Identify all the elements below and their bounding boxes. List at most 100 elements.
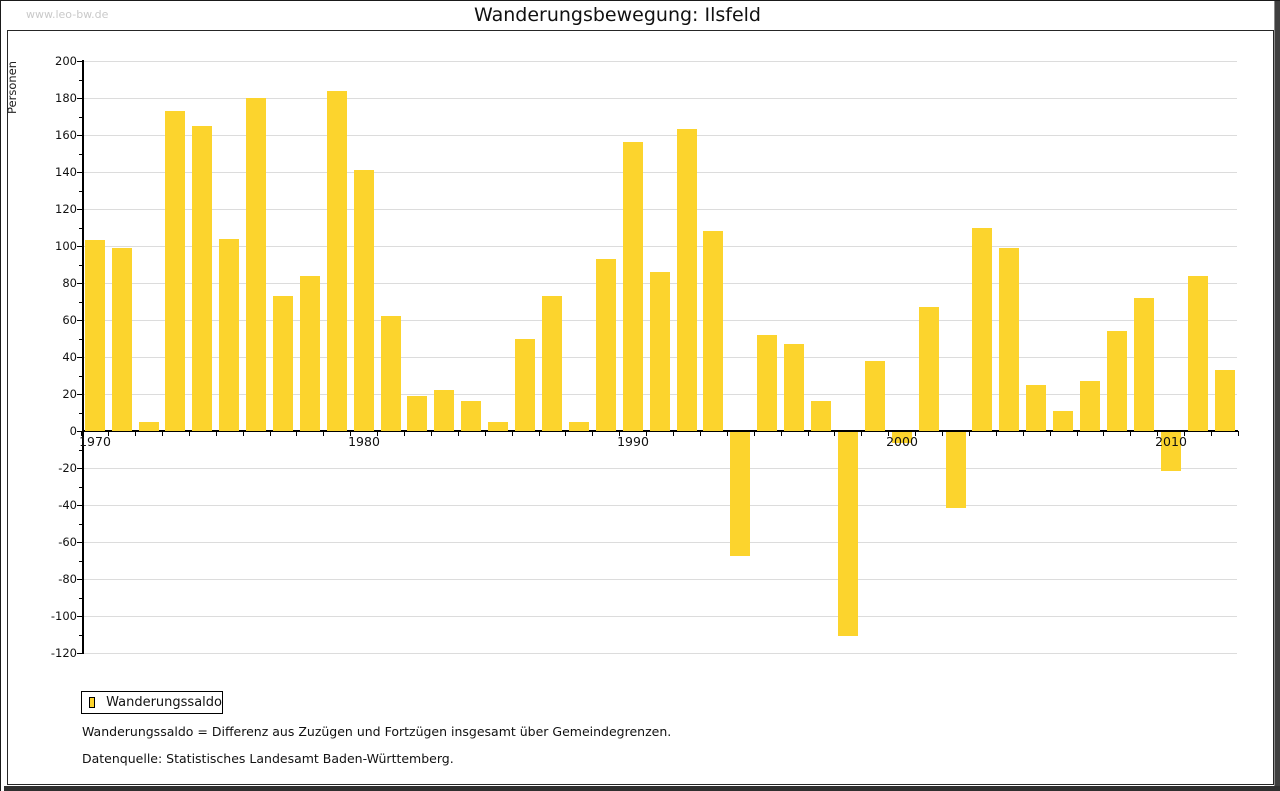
- bar-1985: [488, 422, 508, 431]
- legend-swatch-icon: [89, 697, 96, 708]
- footnote-definition: Wanderungssaldo = Differenz aus Zuzügen …: [82, 724, 672, 739]
- y-tick-label: 160: [55, 128, 77, 142]
- y-axis-tick: [77, 98, 83, 99]
- gridline: [84, 246, 1237, 247]
- x-axis-tick: [377, 431, 378, 436]
- x-axis-tick: [404, 431, 405, 436]
- y-tick-label: 0: [69, 424, 77, 438]
- y-axis-tick: [77, 431, 83, 432]
- gridline: [84, 505, 1237, 506]
- gridline: [84, 98, 1237, 99]
- y-axis-tick: [77, 320, 83, 321]
- bar-1979: [327, 91, 347, 431]
- x-axis-tick: [673, 431, 674, 436]
- x-axis-tick: [727, 431, 728, 436]
- gridline: [84, 135, 1237, 136]
- x-axis-tick: [592, 431, 593, 436]
- bar-1999: [865, 361, 885, 431]
- y-axis-tick: [79, 524, 83, 525]
- x-axis-tick: [834, 431, 835, 436]
- y-axis-tick: [77, 135, 83, 136]
- y-axis-tick: [79, 413, 83, 414]
- bar-1973: [165, 111, 185, 431]
- y-axis-tick: [77, 542, 83, 543]
- x-axis-tick: [296, 431, 297, 436]
- chart-title: Wanderungsbewegung: Ilsfeld: [474, 4, 761, 26]
- x-axis-tick: [81, 431, 82, 436]
- bar-1971: [112, 248, 132, 431]
- y-tick-label: 100: [55, 239, 77, 253]
- y-tick-label: -20: [58, 461, 77, 475]
- x-axis-tick: [323, 431, 324, 436]
- gridline: [84, 579, 1237, 580]
- x-axis-tick: [1023, 431, 1024, 436]
- x-axis-tick: [969, 431, 970, 436]
- bar-1972: [139, 422, 159, 431]
- bar-1991: [650, 272, 670, 431]
- bar-1984: [461, 401, 481, 431]
- y-axis-tick: [79, 117, 83, 118]
- gridline: [84, 653, 1237, 654]
- bar-1988: [569, 422, 589, 431]
- y-axis-tick: [79, 561, 83, 562]
- y-axis-tick: [79, 339, 83, 340]
- y-axis-tick: [79, 191, 83, 192]
- y-tick-label: 200: [55, 54, 77, 68]
- y-axis-tick: [79, 450, 83, 451]
- window-bottom-edge: [4, 786, 1280, 791]
- x-axis-tick: [485, 431, 486, 436]
- x-axis-tick: [619, 431, 620, 436]
- bar-1976: [246, 98, 266, 431]
- x-axis-tick: [808, 431, 809, 436]
- y-tick-label: 80: [62, 276, 77, 290]
- y-axis-tick: [79, 376, 83, 377]
- x-axis-tick: [539, 431, 540, 436]
- x-axis-tick: [861, 431, 862, 436]
- y-axis-tick: [79, 265, 83, 266]
- y-axis-tick: [77, 172, 83, 173]
- y-axis-line: [82, 60, 84, 654]
- y-tick-label: 180: [55, 91, 77, 105]
- bar-1990: [623, 142, 643, 431]
- y-axis-tick: [79, 635, 83, 636]
- x-axis-tick: [189, 431, 190, 436]
- y-tick-label: 120: [55, 202, 77, 216]
- x-axis-tick: [135, 431, 136, 436]
- bar-1986: [515, 339, 535, 431]
- x-tick-label: 1980: [348, 434, 380, 449]
- bar-2009: [1134, 298, 1154, 431]
- bar-2006: [1053, 411, 1073, 431]
- x-tick-label: 1970: [79, 434, 111, 449]
- x-axis-tick: [565, 431, 566, 436]
- bar-1996: [784, 344, 804, 431]
- x-axis-tick: [270, 431, 271, 436]
- bar-2000: [892, 432, 912, 443]
- x-axis-tick: [458, 431, 459, 436]
- y-axis-tick: [79, 80, 83, 81]
- x-tick-label: 2010: [1155, 434, 1187, 449]
- x-axis-tick: [162, 431, 163, 436]
- y-tick-label: 60: [62, 313, 77, 327]
- x-axis-tick: [350, 431, 351, 436]
- y-tick-label: 20: [62, 387, 77, 401]
- y-axis-tick: [77, 616, 83, 617]
- x-axis-tick: [996, 431, 997, 436]
- y-axis-tick: [77, 505, 83, 506]
- bar-1981: [381, 316, 401, 431]
- y-axis-tick: [77, 653, 83, 654]
- bar-2007: [1080, 381, 1100, 431]
- bar-1978: [300, 276, 320, 431]
- x-axis-tick: [888, 431, 889, 436]
- y-axis-tick: [77, 394, 83, 395]
- bar-2004: [999, 248, 1019, 431]
- y-tick-label: -120: [50, 646, 77, 660]
- x-axis-tick: [243, 431, 244, 436]
- gridline: [84, 209, 1237, 210]
- y-tick-label: 140: [55, 165, 77, 179]
- x-axis-tick: [216, 431, 217, 436]
- bar-2011: [1188, 276, 1208, 431]
- gridline: [84, 172, 1237, 173]
- y-axis-tick: [77, 283, 83, 284]
